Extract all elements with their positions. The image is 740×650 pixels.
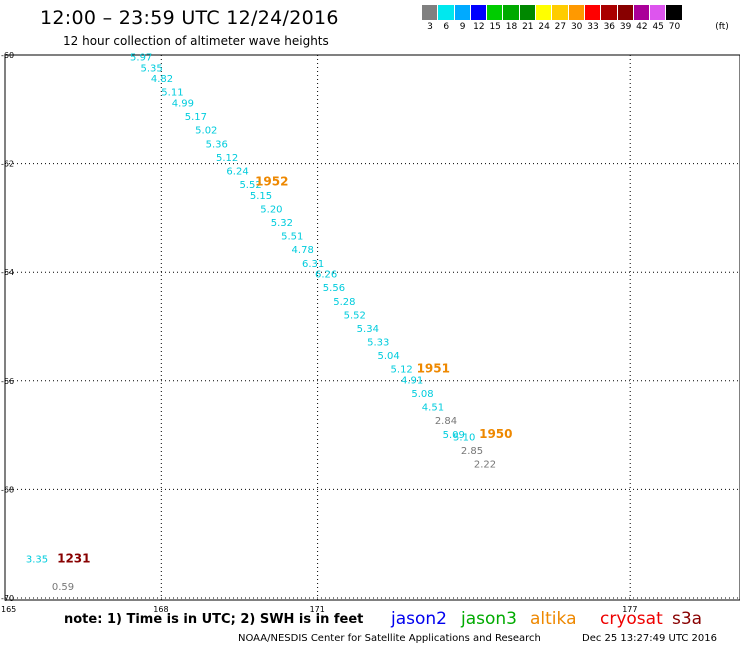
lat-label: -66 xyxy=(1,377,14,386)
legend-swatch xyxy=(568,5,585,20)
swh-value: 5.12 xyxy=(216,153,238,164)
swh-value: 5.51 xyxy=(281,232,303,243)
satellite-jason3: jason3 xyxy=(461,609,517,629)
lon-label: 168 xyxy=(153,605,168,614)
legend-label: 9 xyxy=(459,22,466,32)
swh-value: 5.34 xyxy=(357,324,379,335)
color-legend xyxy=(422,5,683,21)
footer-credit: NOAA/NESDIS Center for Satellite Applica… xyxy=(238,633,541,644)
swh-value: 6.31 xyxy=(302,259,324,270)
legend-label: 15 xyxy=(489,22,501,32)
map-frame xyxy=(4,54,740,601)
swh-value: 2.85 xyxy=(461,446,483,457)
lon-label: 171 xyxy=(310,605,325,614)
lat-label: -62 xyxy=(1,160,14,169)
swh-value: 5.02 xyxy=(195,126,217,137)
page-title: 12:00 – 23:59 UTC 12/24/2016 xyxy=(40,7,339,29)
swh-value: 5.11 xyxy=(161,88,183,99)
swh-value: 5.09 xyxy=(443,430,465,441)
legend-swatch xyxy=(454,5,471,20)
swh-value: 5.56 xyxy=(323,283,345,294)
swh-value: 4.99 xyxy=(172,99,194,110)
legend-label: 27 xyxy=(554,22,567,32)
legend-label: 36 xyxy=(603,22,616,32)
pass-time-label: 1951 xyxy=(417,362,450,376)
swh-value: 5.36 xyxy=(206,139,228,150)
legend-swatch xyxy=(536,5,553,20)
swh-value: 5.04 xyxy=(378,351,400,362)
satellite-altika: altika xyxy=(530,609,577,629)
swh-value: 4.82 xyxy=(151,74,173,85)
legend-label: 21 xyxy=(522,22,534,32)
lon-label: 177 xyxy=(622,605,637,614)
legend-swatch xyxy=(666,5,683,20)
swh-value: 4.78 xyxy=(292,245,314,256)
legend-label: 6 xyxy=(443,22,450,32)
footer-note: note: 1) Time is in UTC; 2) SWH is in fe… xyxy=(64,612,364,627)
legend-label: 42 xyxy=(636,22,648,32)
lon-label: 165 xyxy=(1,605,16,614)
lat-label: -64 xyxy=(1,268,14,277)
legend-swatch xyxy=(438,5,455,20)
legend-label: 33 xyxy=(587,22,599,32)
pass-time-label: 1952 xyxy=(255,174,288,188)
swh-value: 5.52 xyxy=(344,310,366,321)
satellite-jason2: jason2 xyxy=(391,609,447,629)
pass-time-label: 1950 xyxy=(479,427,512,441)
lat-label: -68 xyxy=(1,485,14,494)
satellite-cryosat: cryosat xyxy=(600,609,663,629)
legend-label: 70 xyxy=(668,22,681,32)
lat-label: -60 xyxy=(1,51,14,60)
legend-label: 3 xyxy=(427,22,433,32)
legend-label: 24 xyxy=(538,22,550,32)
page-subtitle: 12 hour collection of altimeter wave hei… xyxy=(63,34,329,48)
swh-value: 2.22 xyxy=(474,460,496,471)
swh-value: 5.15 xyxy=(250,191,272,202)
legend-label: 39 xyxy=(619,22,632,32)
swh-value: 5.17 xyxy=(185,112,207,123)
legend-swatch xyxy=(519,5,537,20)
swh-value: 5.97 xyxy=(130,52,152,63)
swh-value: 5.20 xyxy=(260,204,282,215)
legend-unit: (ft) xyxy=(715,22,729,32)
swh-value: 5.10 xyxy=(453,433,475,444)
satellite-s3a: s3a xyxy=(672,609,703,629)
swh-value: 4.51 xyxy=(422,403,444,414)
swh-value: 5.08 xyxy=(411,389,433,400)
swh-value: 0.59 xyxy=(52,582,74,593)
legend-swatch xyxy=(552,5,569,20)
legend-swatch xyxy=(422,5,439,20)
pass-time-label: 1231 xyxy=(57,552,90,566)
swh-value: 4.91 xyxy=(401,376,423,387)
swh-value: 5.32 xyxy=(271,218,293,229)
swh-value: 5.12 xyxy=(391,365,413,376)
legend-swatch xyxy=(584,5,602,20)
swh-value: 5.33 xyxy=(367,338,389,349)
swh-value: 2.84 xyxy=(435,416,457,427)
legend-label: 18 xyxy=(505,22,518,32)
legend-swatch xyxy=(487,5,504,20)
swh-value: 5.28 xyxy=(333,297,355,308)
legend-label: 30 xyxy=(570,22,583,32)
swh-value: 3.35 xyxy=(26,555,48,566)
legend-swatch xyxy=(470,5,488,20)
lat-label: -70 xyxy=(1,594,14,603)
legend-swatch xyxy=(633,5,651,20)
swh-value: 5.52 xyxy=(239,180,261,191)
legend-label: 45 xyxy=(652,22,664,32)
legend-swatch xyxy=(503,5,520,20)
swh-value: 6.24 xyxy=(226,166,248,177)
footer-timestamp: Dec 25 13:27:49 UTC 2016 xyxy=(582,633,717,644)
swh-value: 5.35 xyxy=(140,63,162,74)
legend-swatch xyxy=(617,5,634,20)
swh-value: 6.26 xyxy=(315,270,337,281)
legend-label: 12 xyxy=(473,22,485,32)
legend-swatch xyxy=(601,5,618,20)
legend-swatch xyxy=(650,5,667,20)
